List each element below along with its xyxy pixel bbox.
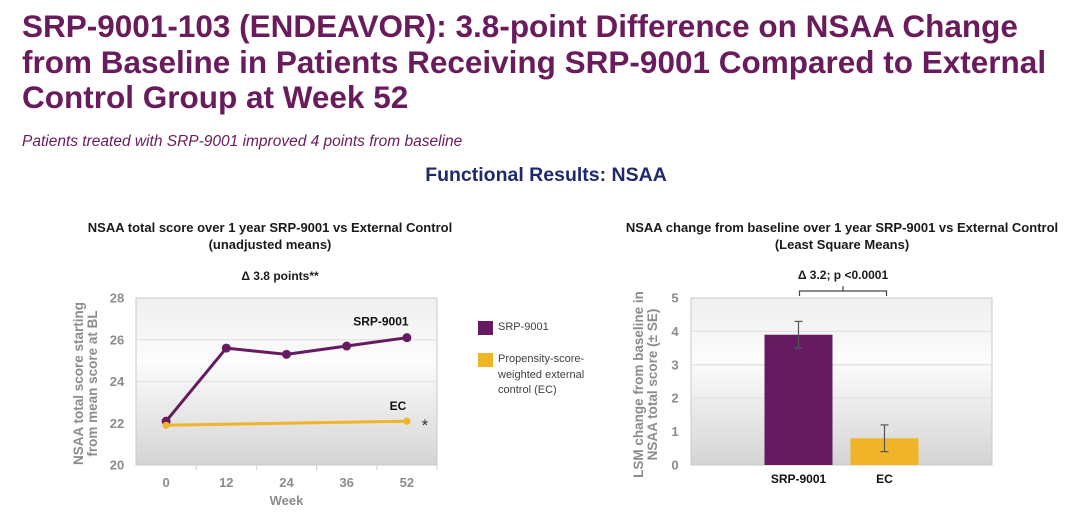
y-axis-title-line: NSAA total score (± SE) [645,309,660,461]
y-axis-title-line: LSM change from baseline in [631,291,646,478]
x-tick-label: 24 [279,475,294,490]
legend-label-srp: SRP-9001 [498,320,549,336]
data-point-ec [162,421,170,429]
slide-title-line-1: SRP-9001-103 (ENDEAVOR): 3.8-point Diffe… [22,8,1018,44]
series-line-ec [166,419,407,427]
legend-label-line: control (EC) [498,384,557,396]
y-tick-label: 26 [110,332,124,347]
line-chart-title-text: NSAA total score over 1 year SRP-9001 vs… [87,220,453,235]
y-tick-label: 5 [671,291,678,306]
slide-title-line-2: from Baseline in Patients Receiving SRP-… [22,43,1047,80]
series-label-ec: EC [390,399,407,413]
x-tick-label: 36 [339,475,353,490]
legend-label-ec: Propensity-score- weighted external cont… [498,352,584,399]
delta-annotation: Δ 3.8 points** [241,269,319,283]
delta-annotation: Δ 3.2; p <0.0001 [798,268,889,282]
y-tick-label: 2 [671,391,678,406]
significance-bracket [798,286,888,296]
legend-label-line: SRP-9001 [498,321,549,333]
data-point-srp [402,333,412,343]
y-tick-label: 24 [110,374,125,389]
x-tick-label: SRP-9001 [771,472,827,486]
line-chart-subtitle: (unadjusted means) [208,236,332,252]
y-tick-label: 28 [110,291,124,306]
slide-title-line-3: Control Group at Week 52 [22,79,409,115]
bar-chart-title-text: NSAA change from baseline over 1 year SR… [625,220,1059,235]
section-heading: Functional Results: NSAA [425,164,667,186]
plot-area [690,297,993,466]
x-axis-title: Week [270,493,304,508]
legend: SRP-9001 Propensity-score- weighted exte… [478,319,608,409]
y-axis-title-line: from mean score at BL [85,310,100,456]
data-point-srp [342,341,352,351]
y-tick-label: 22 [110,416,124,431]
bar-chart: 0 1 2 3 4 5 SRP-9001 EC LSM change from baseline… [631,268,993,486]
x-tick-label: 12 [219,475,233,490]
data-point-srp [282,349,291,359]
y-tick-label: 20 [110,458,124,473]
y-tick-label: 3 [671,357,678,372]
x-tick-label: 52 [400,475,414,490]
bar-chart-subtitle: (Least Square Means) [774,236,910,252]
data-point-srp [221,343,231,353]
data-point-ec [403,417,411,425]
legend-label-line: Propensity-score- [498,353,585,365]
series-label-srp: SRP-9001 [353,315,409,329]
y-tick-label: 1 [671,424,678,439]
legend-swatch-srp [478,321,493,335]
line-chart-title: NSAA total score over 1 year SRP-9001 vs… [40,220,500,253]
bar-srp [764,334,833,465]
x-tick-label: EC [876,472,893,486]
significance-asterisk: * [422,416,429,435]
legend-swatch-ec [478,353,493,367]
y-axis-title-line: NSAA total score starting [71,302,86,465]
y-tick-label: 4 [671,324,679,339]
y-tick-label: 0 [671,458,678,473]
x-tick-label: 0 [162,475,169,490]
legend-label-line: weighted external [498,368,585,381]
bar-chart-title: NSAA change from baseline over 1 year SR… [612,220,1072,253]
slide-subtitle: Patients treated with SRP-9001 improved … [22,133,463,150]
line-chart: 20 22 24 26 28 0 12 24 36 52 Week NSAA total score … [71,269,438,508]
